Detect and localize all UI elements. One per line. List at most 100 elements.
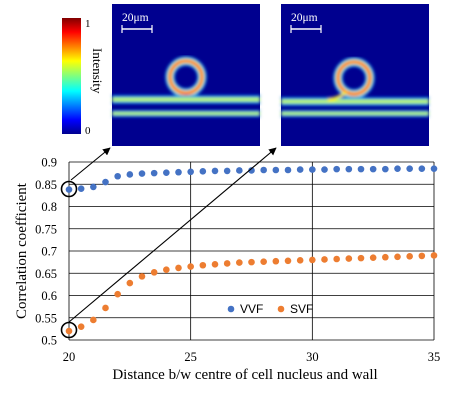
point-svf [284,257,292,265]
point-svf [406,253,413,260]
point-vvf [163,169,170,176]
point-svf [418,252,426,260]
legend-label-vvf: VVF [240,302,263,316]
point-vvf [284,166,292,174]
point-svf [430,252,438,259]
point-vvf [394,165,401,172]
x-tick-labels: 20 25 30 35 [63,350,441,364]
legend-marker-vvf [227,305,235,313]
point-vvf [248,167,255,174]
point-vvf [102,178,109,186]
point-svf [394,253,401,261]
point-vvf [260,166,267,174]
inset-image-vvf: 20μm [112,4,260,146]
point-vvf [199,168,207,175]
y-tick-label: 0.55 [35,311,57,325]
y-tick-label: 0.8 [41,200,57,214]
point-svf [102,304,109,312]
point-vvf [126,171,134,178]
point-svf [65,327,73,335]
x-tick-label: 35 [428,350,441,364]
point-vvf [187,168,194,176]
callout-circle-svf [60,321,78,339]
point-vvf [65,186,73,193]
point-vvf [369,165,377,173]
point-svf [382,253,389,261]
point-svf [199,261,207,269]
point-svf [357,254,365,262]
legend: VVF SVF [227,302,313,316]
colorbar: 1 0 Intensity [62,18,105,137]
point-svf [333,255,340,263]
x-tick-label: 30 [306,350,319,364]
x-tick-label: 20 [63,350,76,364]
y-tick-label: 0.9 [41,156,57,170]
point-vvf [272,166,280,174]
point-vvf [382,165,389,173]
point-vvf [175,168,182,176]
colorbar-gradient [62,18,81,134]
point-svf [126,279,134,287]
callout-annotations [60,147,277,339]
x-tick-label: 25 [184,350,197,364]
point-vvf [77,185,85,192]
point-vvf [345,165,353,173]
arrow-vvf [70,147,111,181]
point-vvf [296,166,304,173]
point-vvf [430,165,438,172]
y-tick-labels: 0.5 0.55 0.6 0.65 0.7 0.75 0.8 0.85 0.9 [35,156,57,348]
y-tick-label: 0.85 [35,178,57,192]
point-vvf [309,166,316,173]
y-tick-label: 0.7 [41,245,57,259]
point-vvf [223,167,231,175]
point-svf [369,254,377,261]
point-svf [296,257,304,264]
point-vvf [418,165,426,172]
y-tick-label: 0.65 [35,267,57,281]
y-axis-title: Correlation coefficient [14,182,30,319]
gridlines [68,161,435,341]
point-vvf [321,166,328,173]
y-tick-label: 0.75 [35,222,57,236]
scale-bar-label: 20μm [122,12,149,24]
point-svf [345,255,353,262]
inset-image-svf: 20μm [281,4,429,146]
point-vvf [357,165,365,173]
point-svf [236,259,243,266]
point-vvf [138,170,146,177]
scale-bar-label: 20μm [291,12,318,24]
point-svf [272,257,280,265]
point-vvf [406,165,413,172]
data-points [65,165,438,335]
point-svf [309,256,316,264]
plot-area: 0.5 0.55 0.6 0.65 0.7 0.75 0.8 0.85 0.9 20 25 30 35 [35,156,440,365]
point-svf [163,266,170,273]
point-vvf [236,167,243,174]
colorbar-min-label: 0 [85,125,91,137]
point-svf [77,323,85,330]
point-svf [260,258,267,265]
point-vvf [333,165,340,173]
arrow-svf [68,147,277,323]
x-axis-title: Distance b/w centre of cell nucleus and … [112,367,377,383]
point-svf [114,290,121,298]
legend-marker-svf [277,305,285,313]
callout-circle-vvf [60,180,78,198]
point-svf [248,258,255,266]
colorbar-max-label: 1 [85,18,91,30]
point-vvf [90,183,97,191]
point-svf [223,260,231,267]
point-svf [175,264,182,272]
y-tick-label: 0.5 [41,334,57,348]
point-svf [138,273,146,280]
point-svf [90,316,97,324]
y-tick-label: 0.6 [41,289,57,303]
point-vvf [150,169,158,177]
colorbar-title: Intensity [90,48,105,94]
point-vvf [211,167,219,175]
point-svf [187,263,194,270]
point-svf [321,256,328,263]
point-vvf [114,172,121,180]
point-svf [211,261,219,268]
